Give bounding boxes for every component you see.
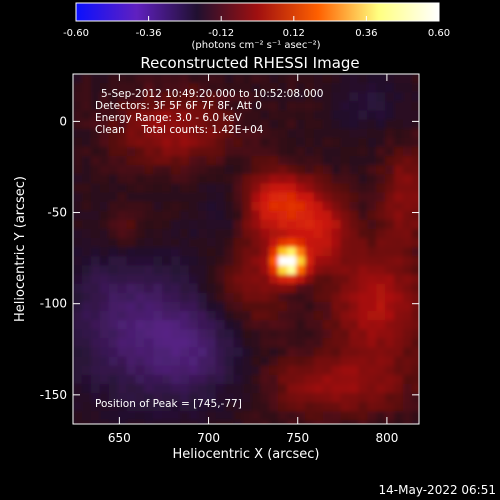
annotation-peak-position: Position of Peak = [745,-77] xyxy=(95,398,242,410)
y-tick-label: -150 xyxy=(40,388,67,402)
footer-timestamp: 14-May-2022 06:51 xyxy=(379,483,496,497)
y-tick-label: -50 xyxy=(47,206,67,220)
x-axis-label: Heliocentric X (arcsec) xyxy=(173,447,320,462)
annotation-energy-range: Energy Range: 3.0 - 6.0 keV xyxy=(95,112,243,124)
colorbar-tick-label: -0.12 xyxy=(208,28,234,39)
plot-frame xyxy=(72,73,420,425)
colorbar-tick-label: -0.60 xyxy=(63,28,89,39)
x-axis: 650 700 750 800 xyxy=(108,74,398,445)
y-axis: 0 -50 -100 -150 xyxy=(40,114,419,402)
annotation-time-range: 5-Sep-2012 10:49:20.000 to 10:52:08.000 xyxy=(101,88,323,100)
colorbar xyxy=(75,2,440,22)
y-tick-label: 0 xyxy=(59,114,67,128)
colorbar-unit-label: (photons cm⁻² s⁻¹ asec⁻²) xyxy=(191,40,320,51)
annotations: 5-Sep-2012 10:49:20.000 to 10:52:08.000 … xyxy=(95,88,323,410)
x-tick-label: 700 xyxy=(197,431,220,445)
annotation-detectors: Detectors: 3F 5F 6F 7F 8F, Att 0 xyxy=(95,100,262,112)
colorbar-tick-label: -0.36 xyxy=(136,28,162,39)
x-tick-label: 650 xyxy=(108,431,131,445)
chart-title: Reconstructed RHESSI Image xyxy=(140,54,359,72)
x-tick-label: 800 xyxy=(375,431,398,445)
colorbar-tick-label: 0.12 xyxy=(283,28,305,39)
colorbar-tick-label: 0.36 xyxy=(355,28,377,39)
x-tick-label: 750 xyxy=(286,431,309,445)
heatmap-image xyxy=(73,74,419,424)
annotation-clean-counts: Clean Total counts: 1.42E+04 xyxy=(95,124,264,136)
y-tick-label: -100 xyxy=(40,297,67,311)
colorbar-tick-label: 0.60 xyxy=(428,28,450,39)
colorbar-ticks: -0.60 -0.36 -0.12 0.12 0.36 0.60 xyxy=(63,16,450,39)
y-axis-label: Heliocentric Y (arcsec) xyxy=(13,176,28,322)
